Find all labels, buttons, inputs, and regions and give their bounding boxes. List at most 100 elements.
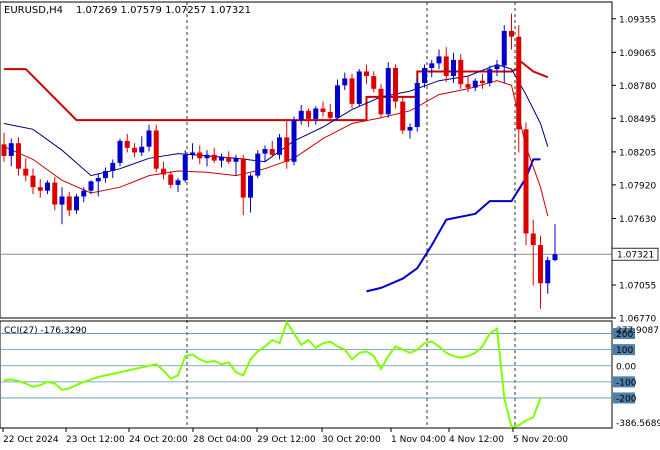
candle-body	[385, 67, 391, 115]
candle-body	[349, 78, 355, 104]
price-tick-label: 1.09355	[619, 15, 656, 25]
grid	[0, 2, 612, 428]
price-tick-label: 1.08205	[619, 148, 656, 158]
price-tick-label: 1.06770	[619, 315, 656, 325]
candle-body	[400, 101, 406, 131]
candle-body	[516, 36, 522, 130]
candle-body	[16, 143, 21, 169]
candle-body	[37, 187, 43, 191]
candle-body	[45, 182, 50, 191]
candle-body	[1, 144, 7, 156]
candle-body	[124, 140, 130, 148]
candle-body	[117, 140, 123, 163]
candle-body	[509, 30, 514, 37]
cci-level-box	[613, 392, 635, 404]
candle-body	[393, 67, 398, 102]
cci-tick-label: 0.00	[616, 362, 636, 372]
candle-body	[262, 149, 268, 154]
candle-body	[161, 168, 166, 175]
candle-body	[465, 84, 471, 88]
time-axis: 22 Oct 2024 23 Oct 12:00 24 Oct 20:00 28 Oc…	[2, 428, 568, 445]
candle-body	[327, 111, 333, 118]
price-tick-label: 1.07920	[619, 181, 656, 191]
candle-body	[342, 78, 348, 86]
candle-body	[95, 177, 101, 182]
candle-body	[407, 127, 413, 131]
candle-body	[472, 80, 478, 88]
candle-body	[378, 88, 384, 115]
current-price-label: 1.07321	[617, 251, 654, 261]
cci-line	[3, 320, 542, 429]
candle-body	[110, 162, 116, 171]
time-tick-label: 5 Nov 20:00	[513, 435, 568, 445]
candle-body	[552, 254, 558, 261]
candle-body	[103, 170, 108, 178]
time-tick-label: 29 Oct 12:00	[257, 435, 316, 445]
time-tick-label: 23 Oct 12:00	[66, 435, 125, 445]
candle-body	[23, 168, 29, 176]
current-price-box	[611, 247, 659, 261]
cci-indicator: 200 100 0.00 -100 -200	[0, 320, 637, 429]
candle-body	[501, 30, 507, 66]
candle-body	[204, 154, 210, 159]
candle-body	[443, 56, 449, 77]
candle-body	[422, 67, 427, 84]
price-tick-label: 1.08780	[619, 82, 656, 92]
candles	[1, 13, 558, 309]
candle-body	[30, 175, 36, 188]
time-tick-label: 30 Oct 20:00	[322, 435, 381, 445]
candle-body	[182, 154, 188, 181]
price-tick-label: 1.09065	[619, 49, 656, 59]
candle-body	[81, 190, 87, 197]
price-tick-label: 1.07055	[619, 282, 656, 292]
candle-body	[132, 147, 137, 153]
candle-body	[414, 83, 420, 128]
time-tick-label: 22 Oct 2024	[3, 435, 59, 445]
cci-label: CCI(27) -176.3290	[4, 326, 87, 336]
candle-body	[139, 146, 145, 153]
candle-body	[88, 181, 94, 191]
candle-body	[219, 157, 224, 161]
price-axis: 1.09355 1.09065 1.08780 1.08495 1.08205 1.079…	[611, 15, 659, 325]
cci-tick-label: 100	[616, 346, 633, 356]
candle-body	[306, 110, 311, 119]
candle-body	[298, 110, 304, 121]
price-panel	[0, 1, 613, 319]
candle-body	[197, 152, 203, 159]
candle-body	[545, 260, 551, 284]
cci-level-box	[613, 344, 635, 356]
candle-body	[364, 71, 369, 77]
cci-panel	[0, 320, 613, 429]
candle-body	[284, 137, 290, 162]
candle-body	[226, 157, 232, 162]
candle-body	[153, 130, 159, 169]
candle-body	[255, 153, 261, 176]
candle-body	[240, 158, 246, 198]
cci-min-label: -386.5689	[616, 419, 660, 429]
cci-max-label: 277.9087	[616, 326, 659, 336]
cci-level-box	[613, 328, 635, 340]
candle-body	[494, 65, 500, 70]
time-tick-label: 4 Nov 12:00	[449, 435, 504, 445]
chart-header: EURUSD,H4	[4, 5, 63, 16]
candle-body	[269, 149, 275, 155]
candle-body	[277, 137, 282, 155]
price-tick-label: 1.07630	[619, 215, 656, 225]
candle-body	[335, 85, 340, 118]
candle-body	[530, 233, 536, 246]
candle-body	[168, 174, 174, 185]
candle-body	[291, 120, 297, 162]
candle-body	[538, 245, 543, 284]
candle-body	[8, 143, 14, 156]
time-tick-label: 1 Nov 04:00	[391, 435, 446, 445]
candle-body	[523, 129, 529, 234]
candle-body	[175, 180, 181, 185]
cci-tick-label: -100	[616, 378, 637, 388]
candle-body	[436, 56, 442, 64]
chart-ohlc: 1.07269 1.07579 1.07257 1.07321	[76, 5, 251, 16]
candle-body	[52, 182, 58, 205]
candle-body	[313, 108, 319, 119]
cci-level-box	[613, 376, 635, 388]
